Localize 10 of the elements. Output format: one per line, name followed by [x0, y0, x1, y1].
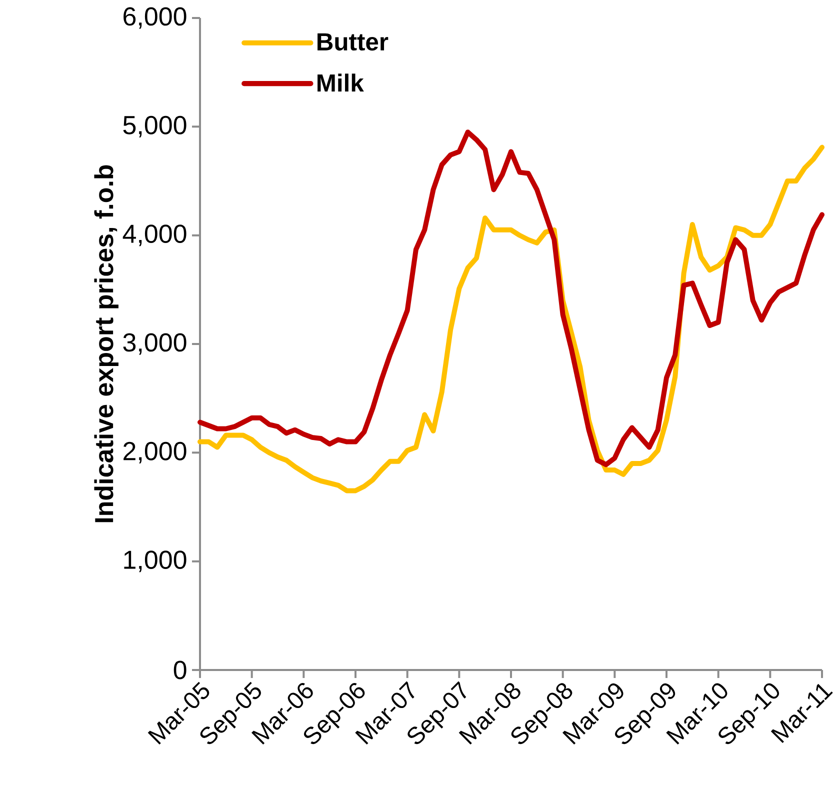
y-tick-label: 1,000	[124, 550, 186, 572]
legend-label: Butter	[318, 33, 388, 51]
y-tick-label: 4,000	[122, 224, 186, 246]
y-tick-label: 3,000	[123, 333, 186, 355]
y-tick-label: 0	[174, 660, 186, 680]
y-tick-label: 6,000	[124, 7, 186, 29]
y-tick-label: 2,000	[124, 442, 186, 464]
y-axis-title: Indicative export prices, f.o.b	[94, 165, 118, 522]
legend-label: Milk	[318, 74, 364, 92]
y-tick-label: 5,000	[123, 116, 186, 138]
